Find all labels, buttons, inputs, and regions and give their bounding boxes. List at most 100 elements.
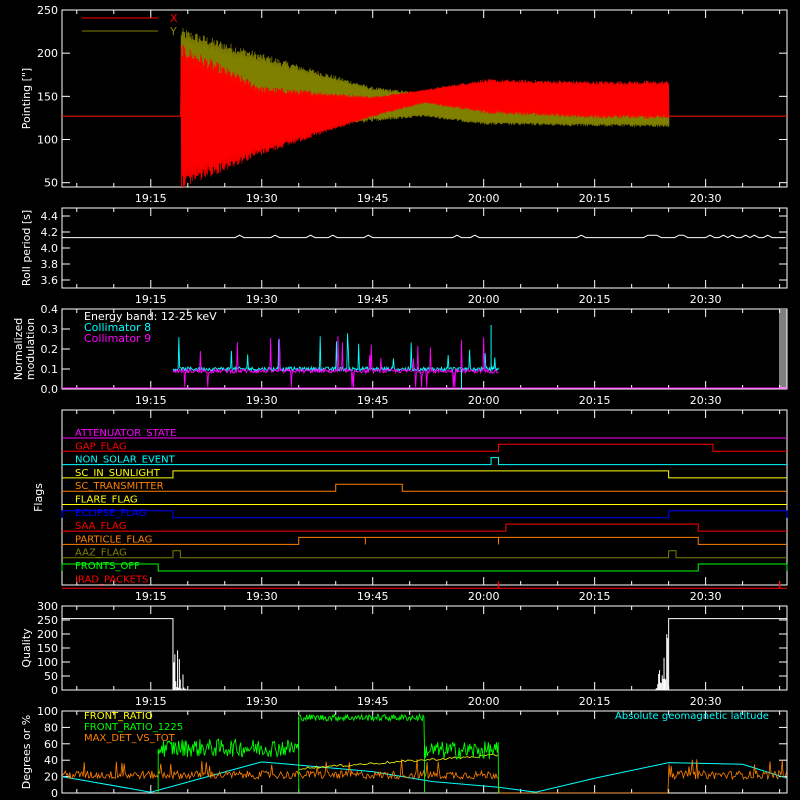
legend-label: X	[170, 12, 178, 25]
flag-label: SC_IN_SUNLIGHT	[75, 468, 161, 479]
y-tick-label: 80	[44, 721, 58, 734]
y-tick-label: 100	[37, 705, 58, 718]
y-axis-label: Normalized	[12, 318, 25, 380]
flag-label: FRONTS_OFF	[75, 561, 140, 572]
flag-line	[62, 443, 787, 452]
series-x-line	[62, 44, 787, 189]
flag-label: FLARE_FLAG	[75, 495, 138, 506]
y-tick-label: 0.3	[41, 323, 59, 336]
y-tick-label: 60	[44, 738, 58, 751]
x-tick-label: 19:30	[246, 590, 278, 603]
x-tick-label: 20:30	[690, 394, 722, 407]
y-tick-label: 200	[37, 47, 58, 60]
y-tick-label: 3.8	[41, 258, 59, 271]
x-tick-label: 19:45	[357, 590, 389, 603]
x-tick-label: 20:30	[690, 695, 722, 708]
y-tick-label: 0	[51, 787, 58, 800]
flag-line	[61, 510, 788, 519]
y-axis-label: Flags	[32, 483, 45, 512]
y-tick-label: 3.6	[41, 274, 59, 287]
x-tick-label: 20:30	[690, 590, 722, 603]
flag-line	[62, 536, 787, 545]
front-ratio-1225-line	[298, 712, 425, 793]
flag-label: SAA_FLAG	[75, 521, 126, 532]
panel-frame-0	[61, 9, 788, 188]
x-tick-label: 20:00	[468, 695, 500, 708]
y-tick-label: 250	[37, 614, 58, 627]
legend-label: Collimator 8	[84, 321, 151, 334]
annotation-label: Absolute geomagnetic latitude	[615, 711, 769, 722]
flag-label: ECLIPSE_FLAG	[75, 508, 146, 519]
flag-label: ATTENUATOR_STATE	[75, 428, 176, 439]
x-tick-label: 20:15	[579, 394, 611, 407]
x-tick-label: 19:30	[246, 192, 278, 205]
flag-line	[62, 470, 787, 479]
flag-line	[62, 483, 787, 492]
quality-line	[62, 618, 787, 691]
y-tick-label: 300	[37, 600, 58, 613]
x-tick-label: 20:00	[468, 394, 500, 407]
x-tick-label: 20:30	[690, 192, 722, 205]
y-tick-label: 0.2	[41, 343, 59, 356]
x-tick-label: 19:30	[246, 293, 278, 306]
series-collimator-9-line	[172, 336, 499, 388]
y-tick-label: 100	[37, 134, 58, 147]
x-tick-label: 19:30	[246, 695, 278, 708]
y-axis-label: Roll period [s]	[20, 210, 33, 286]
y-tick-label: 50	[44, 670, 58, 683]
y-tick-label: 4.4	[41, 210, 59, 223]
x-tick-label: 19:15	[135, 590, 167, 603]
y-tick-label: 0.0	[41, 383, 59, 396]
y-axis-label: Pointing ["]	[20, 68, 33, 129]
x-tick-label: 20:00	[468, 192, 500, 205]
roll-period-line	[62, 234, 786, 239]
y-tick-label: 0.4	[41, 303, 59, 316]
flag-line	[62, 523, 787, 532]
flag-label: AAZ_FLAG	[75, 548, 127, 559]
x-tick-label: 19:30	[246, 394, 278, 407]
y-axis-label: Degrees or %	[20, 715, 33, 789]
front-ratio-1225-line	[424, 741, 499, 794]
y-axis-label: modulation	[24, 318, 37, 380]
y-tick-label: 40	[44, 754, 58, 767]
series-collimator-8-line	[172, 333, 499, 373]
series-y-line	[62, 28, 787, 148]
y-tick-label: 0	[51, 684, 58, 697]
panel-frame-3	[61, 409, 788, 586]
front-ratio-1225-line	[157, 717, 300, 793]
x-tick-label: 19:15	[135, 695, 167, 708]
legend-label: Energy band: 12-25 keV	[84, 310, 217, 323]
legend-label: FRONT_RATIO	[84, 711, 153, 722]
x-tick-label: 19:15	[135, 394, 167, 407]
legend-label: FRONT_RATIO_1225	[84, 722, 183, 733]
x-tick-label: 20:15	[579, 192, 611, 205]
flag-label: IRAD_PACKETS	[75, 574, 148, 585]
y-tick-label: 4.0	[41, 242, 59, 255]
y-tick-label: 0.1	[41, 363, 59, 376]
x-tick-label: 20:00	[468, 590, 500, 603]
flag-line	[62, 457, 787, 466]
flag-label: SC_TRANSMITTER	[75, 481, 164, 492]
y-tick-label: 200	[37, 628, 58, 641]
flag-label: GAP_FLAG	[75, 441, 127, 452]
flag-line	[62, 550, 787, 559]
y-tick-label: 50	[44, 177, 58, 190]
x-tick-label: 19:15	[135, 192, 167, 205]
x-tick-label: 19:45	[357, 695, 389, 708]
x-tick-label: 19:15	[135, 293, 167, 306]
y-tick-label: 100	[37, 656, 58, 669]
flag-line	[61, 563, 788, 572]
x-tick-label: 19:45	[357, 293, 389, 306]
y-tick-label: 250	[37, 4, 58, 17]
x-tick-label: 19:45	[357, 192, 389, 205]
x-tick-label: 20:15	[579, 590, 611, 603]
legend-label: Collimator 9	[84, 332, 151, 345]
y-tick-label: 4.2	[41, 226, 59, 239]
x-tick-label: 20:15	[579, 695, 611, 708]
front-ratio-line	[298, 754, 499, 770]
y-tick-label: 150	[37, 642, 58, 655]
y-tick-label: 150	[37, 90, 58, 103]
panel-frame-1	[61, 207, 788, 289]
x-tick-label: 20:15	[579, 293, 611, 306]
